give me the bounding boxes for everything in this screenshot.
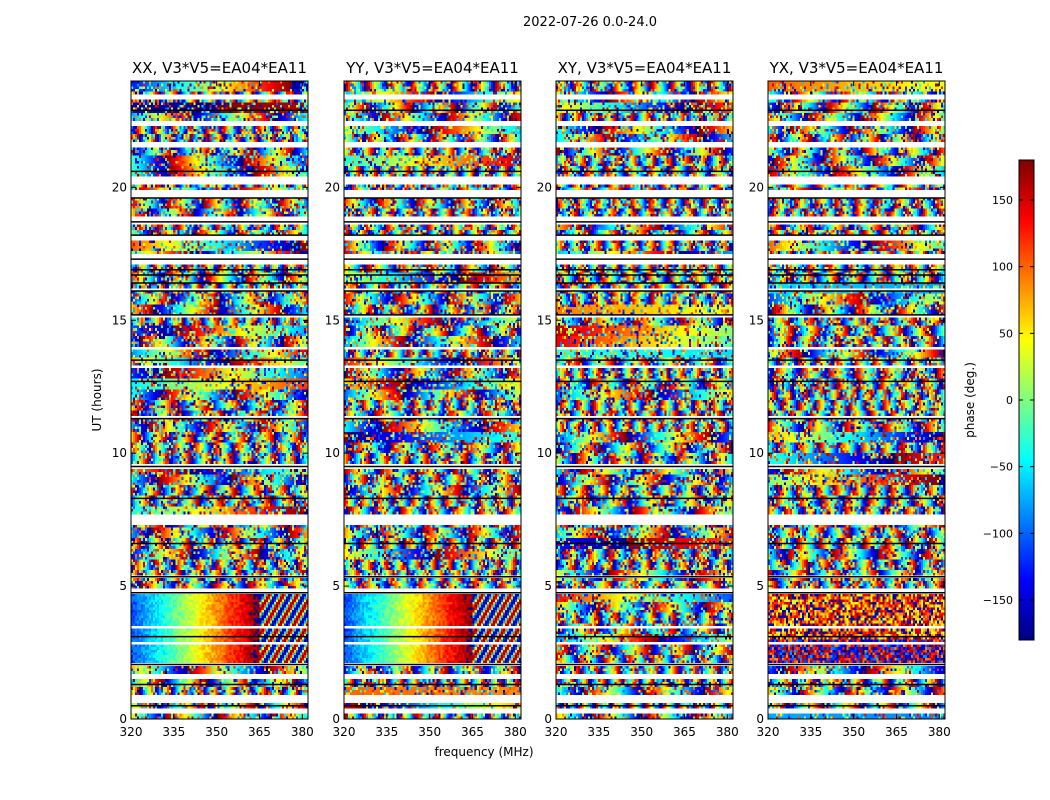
y-tick-label: 15 xyxy=(112,313,127,327)
colorbar-label: phase (deg.) xyxy=(963,362,977,438)
y-tick-label: 20 xyxy=(112,180,127,194)
colorbar-tick-label: −50 xyxy=(990,461,1013,474)
x-tick-label: 350 xyxy=(842,725,865,739)
y-tick-label: 20 xyxy=(325,180,340,194)
x-tick-label: 365 xyxy=(248,725,271,739)
x-tick-label: 380 xyxy=(291,725,314,739)
y-tick-label: 5 xyxy=(544,579,552,593)
y-tick-label: 5 xyxy=(119,579,127,593)
y-tick-label: 20 xyxy=(749,180,764,194)
colorbar-tick-label: −150 xyxy=(983,594,1013,607)
x-tick-label: 365 xyxy=(673,725,696,739)
x-tick-label: 320 xyxy=(757,725,780,739)
y-tick-label: 5 xyxy=(756,579,764,593)
y-tick-label: 10 xyxy=(325,446,340,460)
colorbar-tick-label: 0 xyxy=(1006,394,1013,407)
panel-3: YX, V3*V5=EA04*EA11 320 335 350 365 380 0 5 10 15… xyxy=(749,59,951,739)
y-tick-label: 5 xyxy=(332,579,340,593)
x-tick-label: 380 xyxy=(504,725,527,739)
heatmap-image xyxy=(344,81,521,719)
colorbar-tick-label: 150 xyxy=(992,194,1013,207)
panels: XX, V3*V5=EA04*EA11 320 335 350 365 380 0 5 10 15… xyxy=(112,59,951,739)
x-tick-label: 380 xyxy=(928,725,951,739)
x-tick-label: 320 xyxy=(333,725,356,739)
heatmap-image xyxy=(556,81,733,719)
x-tick-label: 335 xyxy=(162,725,185,739)
y-axis-label: UT (hours) xyxy=(90,368,104,431)
y-tick-label: 10 xyxy=(749,446,764,460)
y-tick-label: 0 xyxy=(332,712,340,726)
x-tick-label: 380 xyxy=(716,725,739,739)
y-tick-label: 10 xyxy=(112,446,127,460)
colorbar-tick-label: −100 xyxy=(983,527,1013,540)
x-tick-label: 350 xyxy=(630,725,653,739)
panel-title: XY, V3*V5=EA04*EA11 xyxy=(558,59,732,77)
y-tick-label: 15 xyxy=(537,313,552,327)
x-axis-label: frequency (MHz) xyxy=(434,745,533,759)
panel-title: YX, V3*V5=EA04*EA11 xyxy=(769,59,944,77)
colorbar-tick-label: 100 xyxy=(992,261,1013,274)
panel-2: XY, V3*V5=EA04*EA11 320 335 350 365 380 0 5 10 15… xyxy=(537,59,739,739)
y-tick-label: 0 xyxy=(119,712,127,726)
y-tick-label: 10 xyxy=(537,446,552,460)
y-tick-label: 15 xyxy=(749,313,764,327)
x-tick-label: 320 xyxy=(120,725,143,739)
colorbar-tick-label: 50 xyxy=(999,327,1013,340)
panel-title: YY, V3*V5=EA04*EA11 xyxy=(345,59,519,77)
heatmap-image xyxy=(131,81,308,719)
x-tick-label: 335 xyxy=(587,725,610,739)
x-tick-label: 320 xyxy=(545,725,568,739)
panel-0: XX, V3*V5=EA04*EA11 320 335 350 365 380 0 5 10 15… xyxy=(112,59,314,739)
x-tick-label: 335 xyxy=(799,725,822,739)
x-tick-label: 350 xyxy=(418,725,441,739)
axes-frame xyxy=(343,80,522,720)
x-tick-label: 365 xyxy=(885,725,908,739)
y-tick-label: 20 xyxy=(537,180,552,194)
figure-suptitle: 2022-07-26 0.0-24.0 xyxy=(523,15,657,30)
heatmap-image xyxy=(768,81,945,719)
panel-title: XX, V3*V5=EA04*EA11 xyxy=(132,59,307,77)
y-tick-label: 0 xyxy=(756,712,764,726)
axes-frame xyxy=(767,80,946,720)
x-tick-label: 350 xyxy=(205,725,228,739)
axes-frame xyxy=(555,80,734,720)
y-tick-label: 15 xyxy=(325,313,340,327)
colorbar: 150 100 50 0 −50 −100 −150 xyxy=(983,159,1035,641)
x-tick-label: 335 xyxy=(375,725,398,739)
y-tick-label: 0 xyxy=(544,712,552,726)
panel-1: YY, V3*V5=EA04*EA11 320 335 350 365 380 0 5 10 15… xyxy=(325,59,527,739)
x-tick-label: 365 xyxy=(461,725,484,739)
axes-frame xyxy=(130,80,309,720)
